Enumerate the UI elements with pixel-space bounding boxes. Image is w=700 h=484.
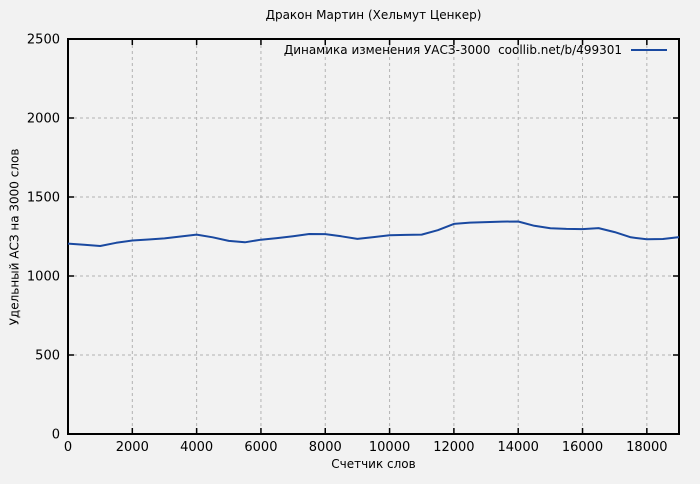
- legend-label: Динамика изменения УАСЗ-3000 coollib.net…: [283, 43, 622, 57]
- y-tick-label: 1000: [27, 270, 60, 285]
- x-tick-label: 6000: [244, 440, 277, 455]
- x-tick-label: 18000: [626, 440, 667, 455]
- y-tick-label: 0: [52, 428, 60, 443]
- x-tick-label: 14000: [498, 440, 539, 455]
- legend: Динамика изменения УАСЗ-3000 coollib.net…: [284, 43, 667, 57]
- y-axis-label-wrap: Удельный АСЗ на 3000 слов: [0, 39, 28, 434]
- y-tick-label: 2500: [27, 33, 60, 48]
- x-tick-label: 4000: [180, 440, 213, 455]
- data-line: [67, 220, 680, 247]
- chart-title: Дракон Мартин (Хельмут Ценкер): [265, 8, 482, 22]
- plot-frame: [67, 38, 680, 435]
- x-tick-label: 2000: [116, 440, 149, 455]
- y-tick-label: 500: [35, 349, 60, 364]
- x-tick-label: 0: [64, 440, 72, 455]
- y-axis-label: Удельный АСЗ на 3000 слов: [7, 148, 21, 325]
- y-tick-label: 1500: [27, 191, 60, 206]
- legend-line-sample: [631, 49, 667, 51]
- y-tick-label: 2000: [27, 112, 60, 127]
- x-tick-label: 8000: [309, 440, 342, 455]
- x-axis-label: Счетчик слов: [331, 457, 416, 471]
- x-tick-label: 12000: [433, 440, 474, 455]
- x-tick-label: 10000: [369, 440, 410, 455]
- x-tick-label: 16000: [562, 440, 603, 455]
